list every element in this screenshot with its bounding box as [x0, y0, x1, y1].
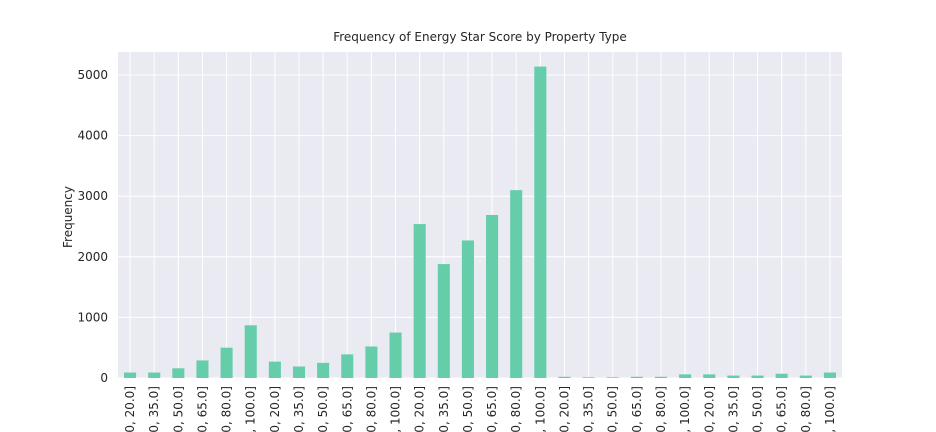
x-tick-label: (35.0, 50.0] [316, 386, 330, 432]
bar [510, 190, 523, 378]
y-tick-label: 1000 [77, 310, 108, 324]
x-tick-label: (35.0, 50.0] [171, 386, 185, 432]
x-tick-label: (0.0, 20.0] [557, 386, 571, 432]
bar [703, 374, 716, 378]
x-tick-label: (0.0, 20.0] [413, 386, 427, 432]
bar [437, 264, 450, 378]
bar [751, 375, 764, 378]
bar [124, 372, 137, 378]
bar [341, 354, 354, 378]
y-tick-label: 5000 [77, 68, 108, 82]
chart-title: Frequency of Energy Star Score by Proper… [333, 30, 627, 44]
bar [558, 376, 571, 378]
x-tick-label: (80.0, 100.0] [533, 386, 547, 432]
y-tick-label: 4000 [77, 129, 108, 143]
plot-area [118, 52, 842, 378]
bar [727, 375, 740, 378]
x-tick-label: (80.0, 100.0] [678, 386, 692, 432]
bar [365, 346, 378, 378]
x-tick-label: (50.0, 65.0] [775, 386, 789, 432]
x-tick-label: (65.0, 80.0] [220, 386, 234, 432]
x-tick-label: (35.0, 50.0] [606, 386, 620, 432]
bar [654, 376, 668, 378]
x-tick-label: (0.0, 20.0] [702, 386, 716, 432]
x-tick-label: (20.0, 35.0] [582, 386, 596, 432]
x-tick-label: (20.0, 35.0] [726, 386, 740, 432]
x-tick-label: (35.0, 50.0] [461, 386, 475, 432]
x-tick-label: (50.0, 65.0] [485, 386, 499, 432]
x-tick-label: (65.0, 80.0] [509, 386, 523, 432]
bar [172, 368, 185, 378]
y-tick-label: 0 [100, 371, 108, 385]
bar [317, 362, 330, 378]
bar [413, 224, 426, 378]
bar [582, 377, 595, 378]
y-axis-label: Frequency [61, 186, 75, 248]
x-tick-label: (50.0, 65.0] [340, 386, 354, 432]
bar [534, 66, 547, 378]
x-tick-label: (20.0, 35.0] [147, 386, 161, 432]
y-tick-label: 3000 [77, 189, 108, 203]
x-tick-label: (65.0, 80.0] [654, 386, 668, 432]
bar [823, 372, 836, 378]
bar [268, 361, 281, 378]
x-tick-label: (35.0, 50.0] [751, 386, 765, 432]
bar [461, 240, 474, 378]
bar [244, 325, 257, 378]
x-tick-label: (50.0, 65.0] [195, 386, 209, 432]
x-tick-label: (20.0, 35.0] [437, 386, 451, 432]
x-tick-label: (50.0, 65.0] [630, 386, 644, 432]
bar [389, 332, 402, 378]
bar [775, 373, 788, 378]
x-tick-label: (65.0, 80.0] [799, 386, 813, 432]
bar [679, 374, 692, 378]
bar [606, 377, 619, 378]
bar [630, 376, 643, 378]
bar [292, 366, 306, 378]
bar [486, 215, 499, 378]
bar [799, 375, 812, 378]
x-tick-label: (80.0, 100.0] [823, 386, 837, 432]
x-tick-label: (80.0, 100.0] [244, 386, 258, 432]
x-tick-label: (80.0, 100.0] [389, 386, 403, 432]
y-tick-label: 2000 [77, 250, 108, 264]
bar [220, 347, 233, 378]
x-tick-label: (20.0, 35.0] [292, 386, 306, 432]
bar [148, 372, 161, 378]
bar [196, 360, 209, 378]
x-tick-label: (65.0, 80.0] [364, 386, 378, 432]
x-tick-label: (0.0, 20.0] [268, 386, 282, 432]
x-tick-label: (0.0, 20.0] [123, 386, 137, 432]
